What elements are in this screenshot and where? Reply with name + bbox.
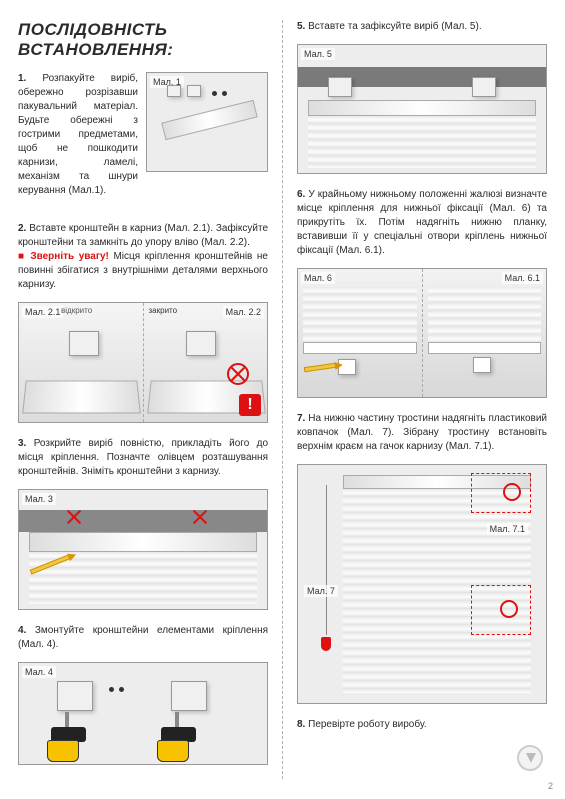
step-6: 6. У крайньому нижньому положенні жалюзі… bbox=[297, 188, 547, 258]
slats-bottom bbox=[428, 287, 542, 342]
hook-circle-icon bbox=[503, 483, 521, 501]
step-4-text: Змонтуйте кронштейни елементами кріпленн… bbox=[18, 625, 268, 650]
step-5: 5. Вставте та зафіксуйте виріб (Мал. 5). bbox=[297, 20, 547, 34]
fig3-label: Мал. 3 bbox=[22, 493, 56, 505]
figure-2: Мал. 2.1 відкрито закрито Мал. 2.2 ! bbox=[18, 302, 268, 423]
step-1-row: 1. Розпакуйте виріб, обережно розрізавши… bbox=[18, 72, 268, 208]
bracket-mount-icon bbox=[57, 681, 93, 711]
warning-box-icon: ! bbox=[239, 394, 261, 416]
headrail bbox=[308, 100, 536, 116]
figure-6: Мал. 6 Мал. 6.1 bbox=[297, 268, 547, 398]
mounted-bracket-icon bbox=[328, 77, 352, 97]
slats-illustration bbox=[308, 116, 536, 168]
headrail bbox=[29, 532, 257, 552]
drill-icon bbox=[47, 722, 107, 762]
figure-2-1: Мал. 2.1 відкрито bbox=[19, 303, 144, 422]
step-1-num: 1. bbox=[18, 73, 26, 84]
step-2-text: Вставте кронштейн в карниз (Мал. 2.1). З… bbox=[18, 223, 268, 248]
detail-box-top bbox=[471, 473, 531, 513]
step-5-text: Вставте та зафіксуйте виріб (Мал. 5). bbox=[308, 21, 481, 32]
fig71-label: Мал. 7.1 bbox=[487, 523, 528, 535]
fig7-label: Мал. 7 bbox=[304, 585, 338, 597]
open-label: відкрито bbox=[61, 306, 92, 315]
wand-cord bbox=[326, 485, 327, 635]
step-8-text: Перевірте роботу виробу. bbox=[308, 719, 427, 730]
mounted-bracket-icon bbox=[472, 77, 496, 97]
step-8: 8. Перевірте роботу виробу. bbox=[297, 718, 547, 732]
bracket-closed-icon bbox=[186, 331, 216, 356]
step-2: 2. Вставте кронштейн в карниз (Мал. 2.1)… bbox=[18, 222, 268, 292]
rail-open bbox=[22, 381, 141, 414]
dowel-icon bbox=[109, 687, 114, 692]
bottom-rail bbox=[428, 342, 542, 354]
fig21-label: Мал. 2.1 bbox=[22, 306, 63, 318]
dowel-icon bbox=[119, 687, 124, 692]
step-4-num: 4. bbox=[18, 625, 26, 636]
bracket-mount-icon bbox=[171, 681, 207, 711]
step-5-num: 5. bbox=[297, 21, 305, 32]
right-column: 5. Вставте та зафіксуйте виріб (Мал. 5).… bbox=[282, 20, 547, 779]
step-7: 7. На нижню частину тростини надягніть п… bbox=[297, 412, 547, 454]
left-column: ПОСЛІДОВНІСТЬ ВСТАНОВЛЕННЯ: 1. Розпакуйт… bbox=[18, 20, 282, 779]
bottom-rail bbox=[303, 342, 417, 354]
bracket-open-icon bbox=[69, 331, 99, 356]
step-6-num: 6. bbox=[297, 189, 305, 200]
figure-4: Мал. 4 bbox=[18, 662, 268, 765]
closed-label: закрито bbox=[149, 306, 178, 315]
step-2-num: 2. bbox=[18, 223, 26, 234]
fig5-label: Мал. 5 bbox=[301, 48, 335, 60]
step-1-text: Розпакуйте виріб, обережно розрізавши па… bbox=[18, 73, 138, 196]
step-3-num: 3. bbox=[18, 438, 26, 449]
wall-strip bbox=[19, 510, 267, 532]
x-mark-icon bbox=[231, 367, 245, 381]
figure-7: Мал. 7 Мал. 7.1 bbox=[297, 464, 547, 704]
figure-2-2: закрито Мал. 2.2 ! bbox=[144, 303, 268, 422]
screw-dot bbox=[222, 91, 227, 96]
rail-illustration bbox=[161, 100, 258, 140]
cap-icon bbox=[321, 637, 331, 651]
step-3-text: Розкрийте виріб повністю, прикладіть йог… bbox=[18, 438, 268, 477]
x-mark-icon bbox=[193, 510, 207, 524]
bracket-icon bbox=[167, 85, 181, 97]
page-title: ПОСЛІДОВНІСТЬ ВСТАНОВЛЕННЯ: bbox=[18, 20, 268, 60]
fig4-label: Мал. 4 bbox=[22, 666, 56, 678]
figure-3: Мал. 3 bbox=[18, 489, 268, 610]
step-7-num: 7. bbox=[297, 413, 305, 424]
detail-circle-icon bbox=[500, 600, 518, 618]
drill-icon bbox=[157, 722, 217, 762]
warning-label: Зверніть увагу! bbox=[30, 251, 109, 262]
figure-1: Мал. 1 bbox=[146, 72, 268, 172]
step-4: 4. Змонтуйте кронштейни елементами кріпл… bbox=[18, 624, 268, 652]
page-number: 2 bbox=[548, 781, 553, 791]
figure-6-left: Мал. 6 bbox=[298, 269, 423, 397]
pencil-icon bbox=[304, 363, 336, 372]
figure-6-right: Мал. 6.1 bbox=[423, 269, 547, 397]
step-3: 3. Розкрийте виріб повністю, прикладіть … bbox=[18, 437, 268, 479]
bracket-icon bbox=[187, 85, 201, 97]
x-mark-icon bbox=[67, 510, 81, 524]
step-1: 1. Розпакуйте виріб, обережно розрізавши… bbox=[18, 72, 138, 198]
fig6-label: Мал. 6 bbox=[301, 272, 335, 284]
screw-dot bbox=[212, 91, 217, 96]
slats-bottom bbox=[303, 287, 417, 342]
step-7-text: На нижню частину тростини надягніть плас… bbox=[297, 413, 547, 452]
fig61-label: Мал. 6.1 bbox=[502, 272, 543, 284]
warning-icon: ■ bbox=[18, 251, 30, 262]
step-8-num: 8. bbox=[297, 719, 305, 730]
step-6-text: У крайньому нижньому положенні жалюзі ви… bbox=[297, 189, 547, 256]
scroll-down-icon[interactable] bbox=[517, 745, 543, 771]
fig22-label: Мал. 2.2 bbox=[223, 306, 264, 318]
figure-5: Мал. 5 bbox=[297, 44, 547, 174]
bottom-fix-mounted-icon bbox=[473, 357, 491, 373]
